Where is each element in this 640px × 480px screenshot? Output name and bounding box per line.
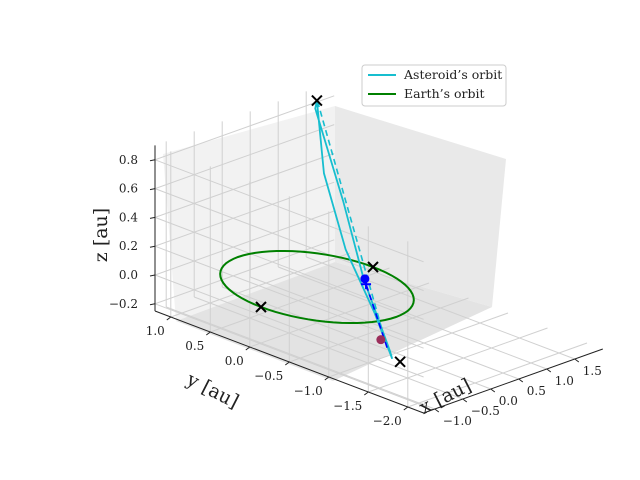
x-marker xyxy=(255,301,267,313)
x-tick-label: 1.5 xyxy=(583,364,602,378)
dot-marker xyxy=(360,274,370,284)
y-grid-line xyxy=(249,282,430,348)
legend-box xyxy=(361,64,507,107)
z-tick-label: 0.2 xyxy=(119,239,138,253)
z-tick-label: 0.4 xyxy=(119,210,138,224)
z-tick-label: −0.2 xyxy=(109,297,138,311)
grid-lines xyxy=(153,91,588,410)
y-tick-mark xyxy=(206,331,211,336)
y-tick-mark xyxy=(403,406,409,411)
x-tick-mark xyxy=(490,388,496,393)
x-marker-stroke xyxy=(255,301,267,313)
dashed-connector-line xyxy=(317,102,388,348)
y-tick-mark xyxy=(166,316,172,321)
z-tick-mark xyxy=(149,274,156,277)
y-tick-mark xyxy=(245,346,251,351)
y-tick-mark xyxy=(284,361,290,366)
dot-marker xyxy=(376,335,386,345)
right-back-pane xyxy=(335,106,506,307)
y-grid-line xyxy=(328,312,509,378)
markers-layer xyxy=(255,94,406,368)
y-grid-line xyxy=(170,252,351,318)
x-tick-label: 0.5 xyxy=(527,384,546,398)
x-marker-stroke xyxy=(311,94,323,107)
x-tick-label: 1.0 xyxy=(555,374,574,388)
x-tick-mark xyxy=(462,398,468,403)
z-tick-mark xyxy=(149,159,156,162)
axes: −1.0−0.50.00.51.01.51.00.50.0−0.5−1.0−1.… xyxy=(109,145,603,428)
x-tick-label: −0.5 xyxy=(471,404,500,418)
y-tick-label: −1.5 xyxy=(333,399,362,413)
y-tick-label: 1.0 xyxy=(146,324,165,338)
y-tick-mark xyxy=(363,391,369,396)
x-tick-mark xyxy=(574,358,580,363)
y-tick-label: −0.5 xyxy=(254,369,283,383)
x-marker xyxy=(367,261,379,273)
x-tick-mark xyxy=(546,368,552,373)
x-tick-label: −1.0 xyxy=(443,414,472,428)
z-axis-label: z [au] xyxy=(90,208,112,262)
x-tick-mark xyxy=(518,378,524,383)
x-tick-mark xyxy=(434,408,440,413)
x-axis-label: x [au] xyxy=(416,374,475,419)
y-tick-label: −1.0 xyxy=(294,384,323,398)
z-tick-label: 0.6 xyxy=(119,182,138,196)
z-tick-mark xyxy=(149,245,156,248)
x-marker xyxy=(311,94,323,107)
y-axis-label: y [au] xyxy=(182,368,242,413)
x-axis-line xyxy=(423,348,603,414)
x-marker-stroke xyxy=(367,261,379,273)
y-grid-line xyxy=(407,342,588,408)
z-tick-mark xyxy=(149,303,156,306)
y-grid-line xyxy=(368,327,548,393)
y-tick-label: 0.0 xyxy=(225,354,244,368)
x-marker-stroke xyxy=(394,356,406,368)
legend: Asteroid’s orbit Earth’s orbit xyxy=(361,64,507,107)
z-tick-label: 0.0 xyxy=(119,268,138,282)
y-tick-label: −2.0 xyxy=(373,414,402,428)
legend-label-asteroid: Asteroid’s orbit xyxy=(403,67,502,82)
y-grid-line xyxy=(289,297,469,363)
y-tick-mark xyxy=(324,376,330,381)
z-tick-mark xyxy=(149,216,156,219)
z-tick-mark xyxy=(149,188,156,191)
x-marker xyxy=(394,356,406,368)
z-tick-label: 0.8 xyxy=(119,153,138,167)
y-tick-label: 0.5 xyxy=(185,339,204,353)
left-back-pane xyxy=(163,106,335,321)
x-tick-label: 0.0 xyxy=(499,394,518,408)
legend-label-earth: Earth’s orbit xyxy=(404,86,485,101)
